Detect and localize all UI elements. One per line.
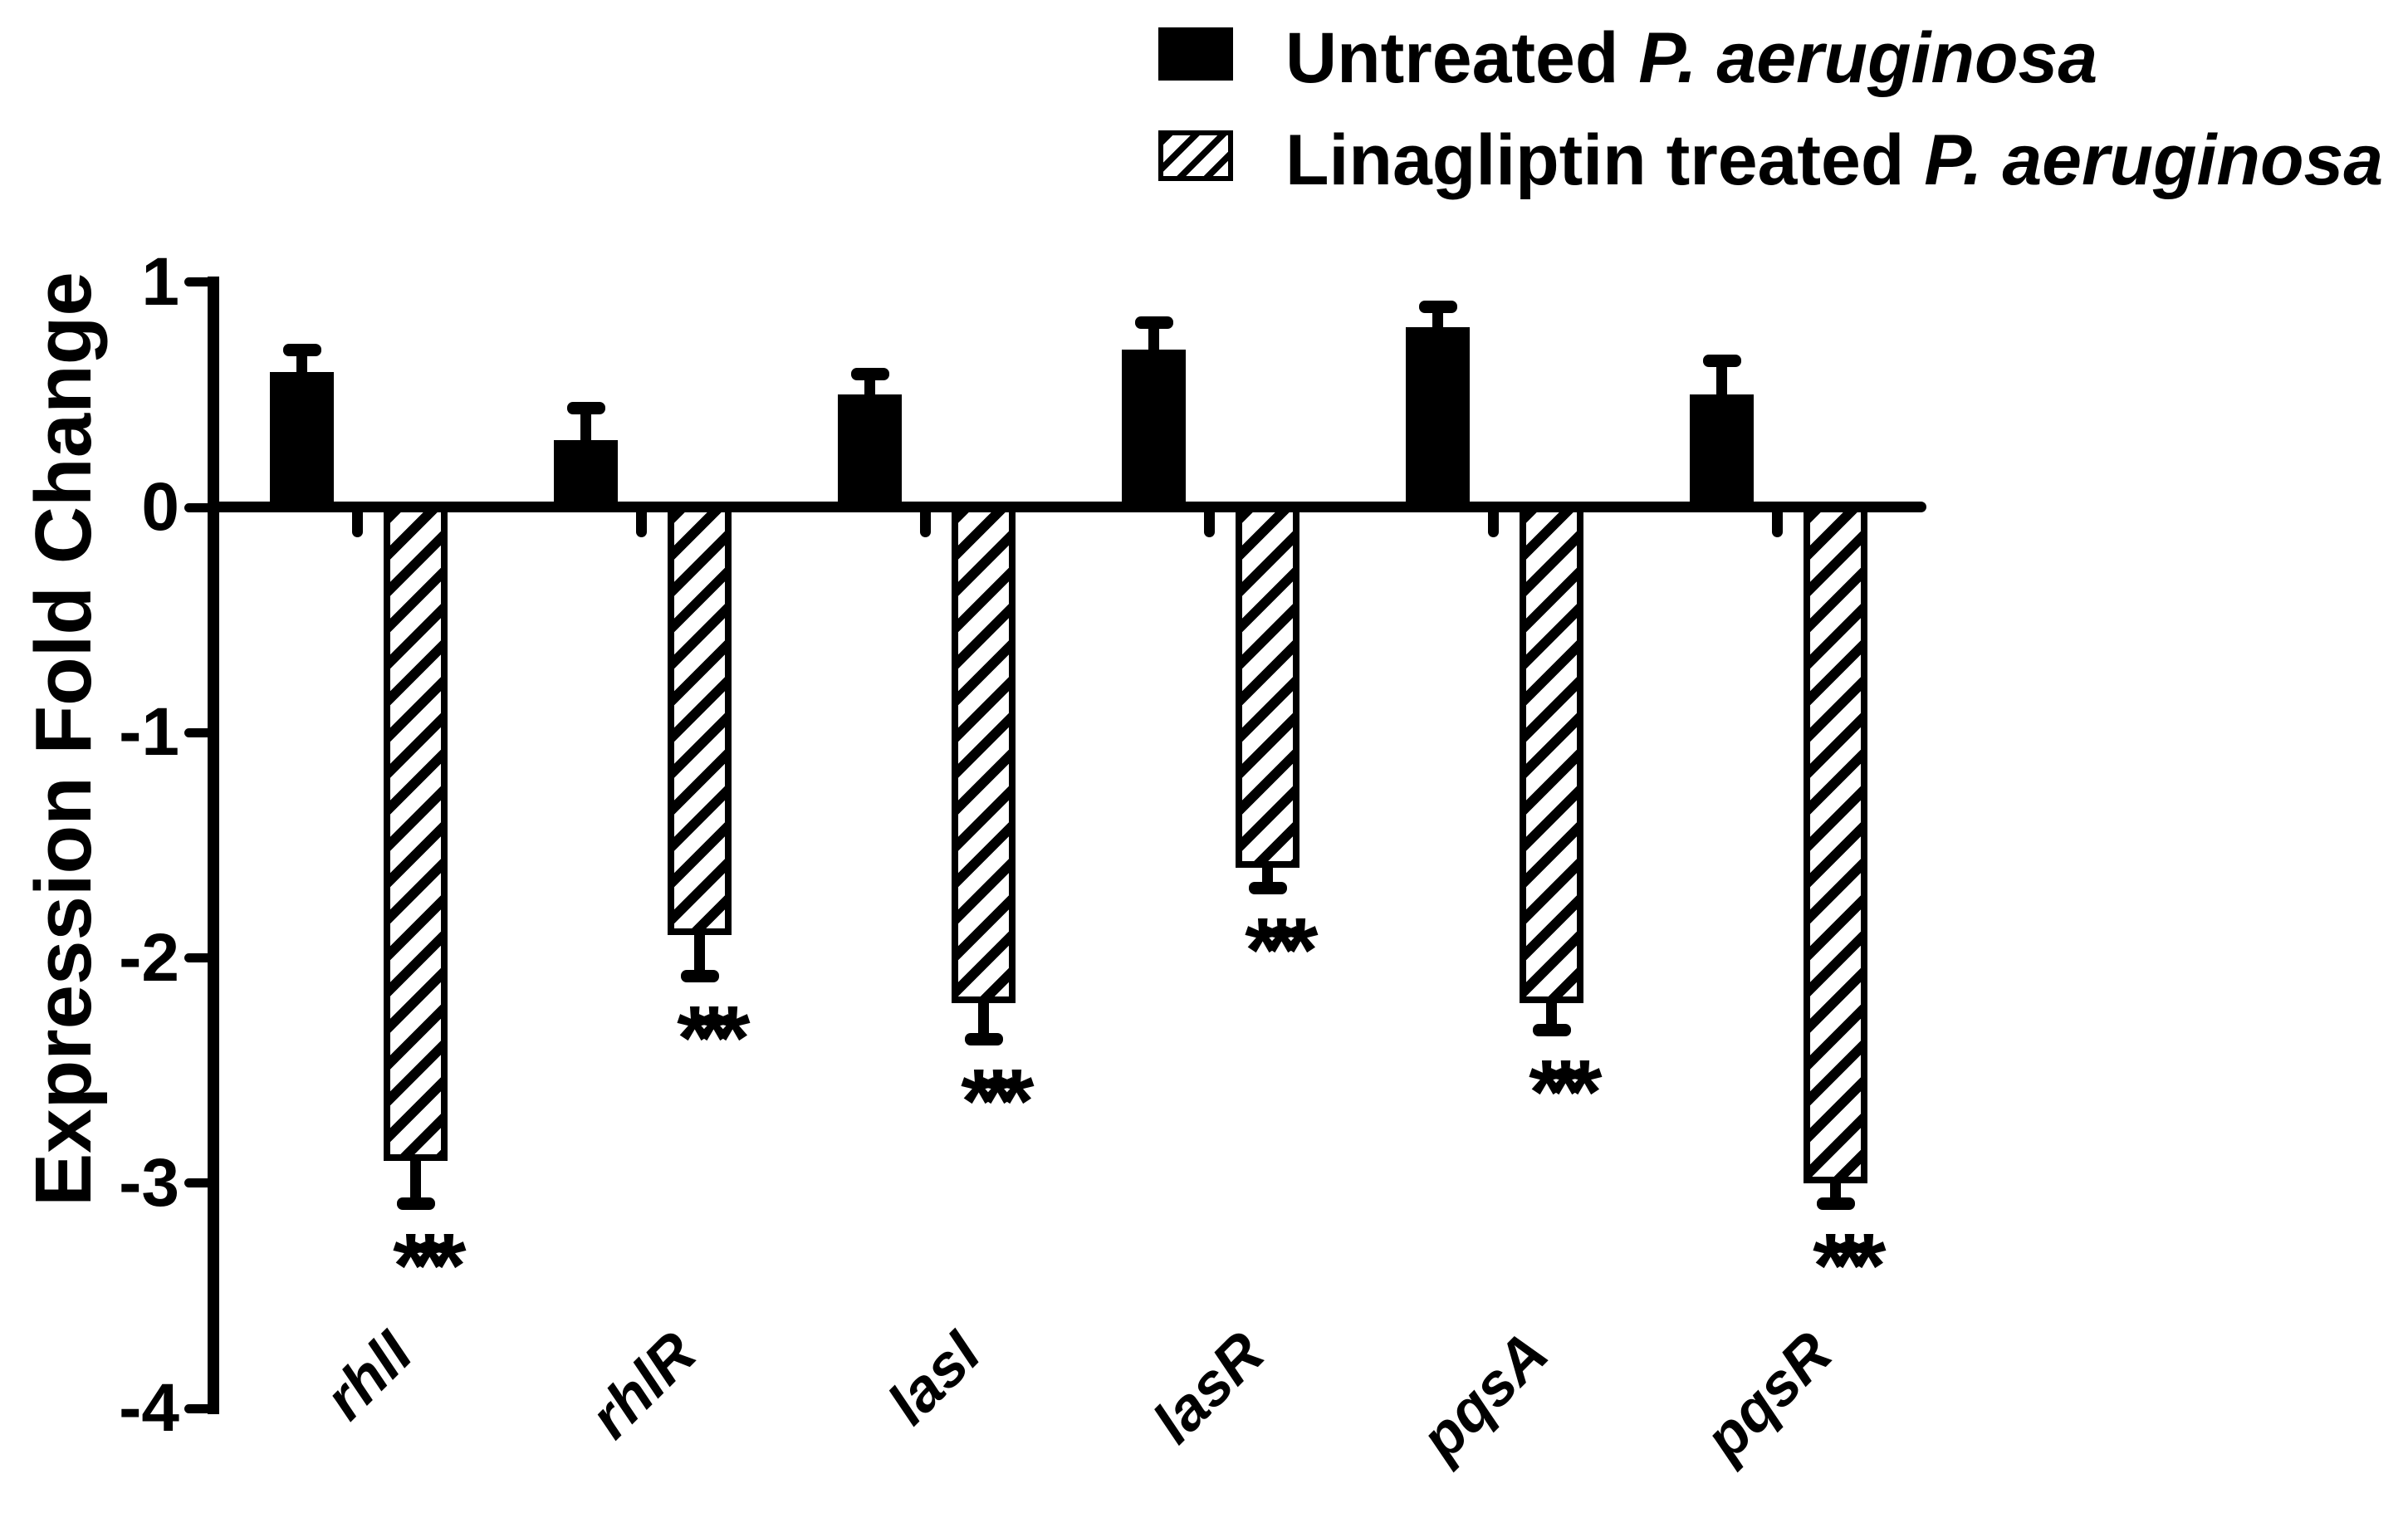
y-tick-label-1: 1	[141, 243, 179, 320]
bar-untreated-pqsR	[1690, 394, 1754, 512]
bar-treated-pqsR	[1804, 502, 1867, 1183]
y-axis-line	[208, 277, 219, 1414]
bar-untreated-pqsA	[1406, 327, 1470, 512]
bar-treated-pqsA	[1520, 502, 1583, 1003]
x-tick-label-lasR: lasR	[1140, 1320, 1277, 1457]
legend-label-treated-text: Linagliptin treated	[1285, 120, 1925, 200]
x-tick-label-rhlR: rhlR	[577, 1320, 709, 1452]
legend-label-untreated-text: Untreated	[1285, 18, 1639, 98]
legend-label-untreated-species: P. aeruginosa	[1638, 18, 2098, 98]
error-bar-stem-treated-rhlI	[410, 1160, 421, 1204]
y-tick-1	[184, 277, 209, 287]
legend-label-treated-species: P. aeruginosa	[1924, 120, 2384, 200]
error-bar-cap-untreated-lasI	[850, 368, 889, 381]
error-bar-stem-treated-rhlR	[694, 935, 705, 977]
significance-stars-pqsA: ***	[1529, 1040, 1603, 1143]
y-tick-0	[184, 502, 209, 512]
y-tick--1	[184, 727, 209, 737]
error-bar-stem-treated-pqsA	[1546, 1002, 1557, 1031]
error-bar-cap-treated-rhlR	[680, 969, 719, 982]
x-tick-label-pqsR: pqsR	[1691, 1320, 1845, 1473]
significance-stars-lasI: ***	[961, 1050, 1035, 1153]
significance-stars-pqsR: ***	[1813, 1214, 1887, 1317]
bar-treated-lasI	[952, 502, 1016, 1003]
error-bar-cap-treated-pqsR	[1816, 1197, 1855, 1210]
x-tick-pqsA	[1487, 507, 1499, 537]
legend-swatch-treated	[1158, 130, 1233, 181]
x-tick-lasR	[1203, 507, 1215, 537]
y-tick-label--4: -4	[119, 1370, 179, 1446]
bar-untreated-rhlR	[554, 439, 618, 512]
error-bar-cap-untreated-pqsR	[1702, 355, 1741, 368]
error-bar-cap-untreated-rhlI	[282, 343, 321, 356]
x-tick-label-rhlI: rhlI	[311, 1320, 425, 1432]
bar-untreated-lasR	[1122, 350, 1186, 512]
y-tick-label--3: -3	[119, 1144, 179, 1221]
x-tick-lasI	[919, 507, 931, 537]
error-bar-stem-untreated-pqsR	[1716, 360, 1727, 395]
bar-treated-lasR	[1236, 502, 1299, 868]
x-tick-rhlR	[635, 507, 647, 537]
y-tick-label-0: 0	[141, 469, 179, 545]
y-tick--2	[184, 953, 209, 962]
significance-stars-rhlR: ***	[677, 987, 751, 1089]
y-tick-label--2: -2	[119, 919, 179, 996]
error-bar-stem-untreated-rhlR	[580, 408, 591, 440]
significance-stars-rhlI: ***	[393, 1214, 467, 1317]
error-bar-stem-untreated-lasR	[1148, 322, 1159, 350]
error-bar-stem-treated-lasI	[978, 1002, 989, 1040]
error-bar-cap-treated-lasR	[1248, 881, 1287, 894]
x-tick-label-pqsA: pqsA	[1407, 1320, 1561, 1473]
x-axis-baseline	[208, 502, 1926, 512]
legend-label-treated: Linagliptin treated P. aeruginosa	[1285, 119, 2383, 202]
x-tick-label-lasI: lasI	[875, 1320, 993, 1437]
error-bar-cap-treated-pqsA	[1532, 1023, 1571, 1036]
error-bar-cap-untreated-rhlR	[566, 402, 605, 415]
bar-treated-rhlR	[668, 502, 732, 936]
error-bar-cap-treated-rhlI	[396, 1197, 435, 1210]
y-tick--4	[184, 1403, 209, 1413]
y-tick-label--1: -1	[119, 694, 179, 771]
bar-untreated-rhlI	[270, 372, 334, 512]
significance-stars-lasR: ***	[1245, 898, 1319, 1001]
bar-untreated-lasI	[838, 394, 902, 512]
error-bar-cap-treated-lasI	[964, 1032, 1003, 1045]
y-tick--3	[184, 1178, 209, 1188]
legend-label-untreated: Untreated P. aeruginosa	[1285, 17, 2097, 100]
x-tick-pqsR	[1771, 507, 1783, 537]
legend-swatch-untreated	[1158, 27, 1233, 81]
bar-treated-rhlI	[384, 502, 448, 1161]
x-tick-rhlI	[351, 507, 363, 537]
error-bar-cap-untreated-lasR	[1134, 316, 1173, 330]
error-bar-cap-untreated-pqsA	[1418, 301, 1457, 314]
